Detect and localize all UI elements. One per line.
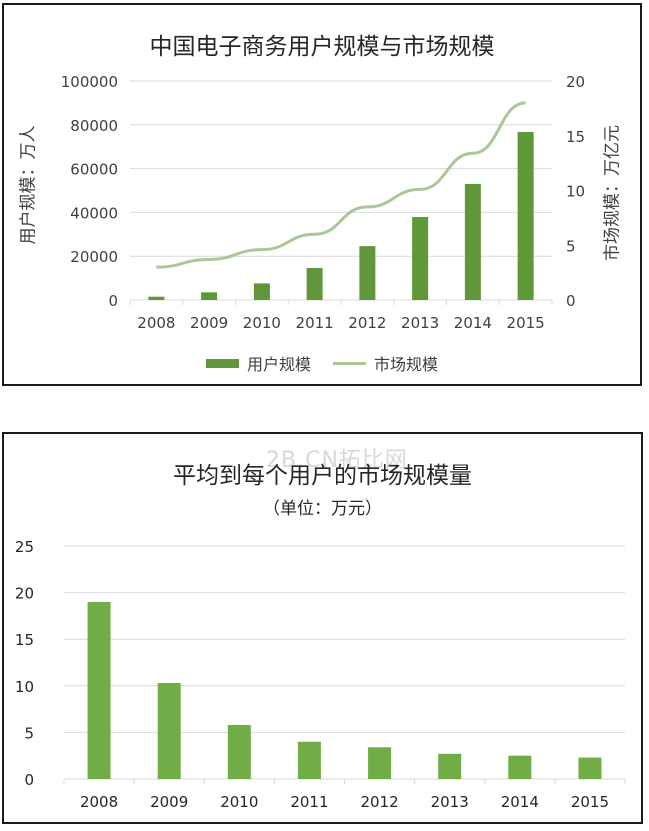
chart2-title: 平均到每个用户的市场规模量 bbox=[173, 463, 472, 489]
chart1-right-axis-label: 市场规模：万亿元 bbox=[602, 125, 623, 261]
left-axis-tick: 80000 bbox=[70, 117, 118, 135]
x-axis-label: 2014 bbox=[501, 793, 539, 811]
bar-market-per-user bbox=[87, 601, 111, 779]
x-axis-label: 2010 bbox=[220, 793, 258, 811]
x-axis-label: 2009 bbox=[190, 314, 228, 332]
x-axis-label: 2010 bbox=[243, 314, 281, 332]
bar-user-scale bbox=[359, 246, 376, 300]
bar-user-scale bbox=[517, 132, 534, 300]
x-axis-label: 2011 bbox=[290, 793, 328, 811]
chart1-legend: 用户规模 市场规模 bbox=[4, 351, 640, 375]
right-axis-tick: 0 bbox=[566, 292, 576, 310]
bar-market-per-user bbox=[227, 724, 251, 779]
right-axis-tick: 20 bbox=[566, 73, 585, 91]
x-axis-label: 2015 bbox=[571, 793, 609, 811]
y-axis-tick: 25 bbox=[15, 538, 34, 556]
bar-user-scale bbox=[306, 268, 323, 300]
bar-user-scale bbox=[253, 283, 270, 300]
watermark: 2B.CN拓比网 bbox=[266, 448, 408, 473]
left-axis-tick: 40000 bbox=[70, 204, 118, 222]
right-axis-tick: 5 bbox=[566, 237, 576, 255]
chart2-subtitle: （单位：万元） bbox=[263, 499, 382, 519]
bar-market-per-user bbox=[508, 755, 532, 779]
left-axis-tick: 0 bbox=[108, 292, 118, 310]
x-axis-label: 2014 bbox=[454, 314, 492, 332]
bar-user-scale bbox=[201, 292, 218, 300]
y-axis-tick: 5 bbox=[24, 724, 34, 742]
x-axis-label: 2012 bbox=[348, 314, 386, 332]
bar-market-per-user bbox=[297, 741, 321, 779]
chart1-left-axis-label: 用户规模：万人 bbox=[18, 125, 39, 245]
x-axis-label: 2008 bbox=[80, 793, 118, 811]
legend-bar-swatch-icon bbox=[205, 358, 239, 368]
chart-market-per-user: 2B.CN拓比网 平均到每个用户的市场规模量 （单位：万元） 0 5 10 15 20 2… bbox=[2, 432, 643, 824]
bar-market-per-user bbox=[438, 753, 462, 779]
y-axis-tick: 20 bbox=[15, 585, 34, 603]
line-market-scale bbox=[156, 101, 526, 269]
bar-market-per-user bbox=[368, 747, 392, 779]
x-axis-label: 2013 bbox=[401, 314, 439, 332]
legend-line-swatch-icon bbox=[333, 361, 366, 365]
legend-bar-label: 用户规模 bbox=[246, 355, 311, 374]
x-axis-label: 2015 bbox=[507, 314, 545, 332]
bar-market-per-user bbox=[157, 683, 181, 779]
chart2-plot: 0 5 10 15 20 25 2008 2009 2010 2011 2012 2013 2014 20… bbox=[15, 538, 626, 811]
chart1-title: 中国电子商务用户规模与市场规模 bbox=[149, 34, 495, 60]
x-axis-label: 2008 bbox=[137, 314, 175, 332]
chart1-plot: 0 20000 40000 60000 80000 100000 0 5 10 15 20 2008 2… bbox=[61, 73, 585, 332]
bar-user-scale bbox=[148, 296, 165, 300]
right-axis-tick: 15 bbox=[566, 128, 585, 146]
x-axis-label: 2011 bbox=[296, 314, 334, 332]
x-axis-label: 2013 bbox=[431, 793, 469, 811]
y-axis-tick: 0 bbox=[24, 771, 34, 789]
bar-user-scale bbox=[412, 216, 429, 300]
right-axis-tick: 10 bbox=[566, 183, 585, 201]
bar-user-scale bbox=[464, 183, 481, 300]
left-axis-tick: 60000 bbox=[70, 161, 118, 179]
y-axis-tick: 10 bbox=[15, 678, 34, 696]
x-axis-label: 2012 bbox=[360, 793, 398, 811]
y-axis-tick: 15 bbox=[15, 631, 34, 649]
left-axis-tick: 20000 bbox=[70, 248, 118, 266]
left-axis-tick: 100000 bbox=[61, 73, 118, 91]
x-axis-label: 2009 bbox=[150, 793, 188, 811]
legend-line-label: 市场规模 bbox=[374, 355, 439, 374]
chart-user-and-market-scale: 中国电子商务用户规模与市场规模 0 20000 40000 60000 80000 100… bbox=[2, 3, 642, 386]
bar-market-per-user bbox=[578, 757, 602, 779]
